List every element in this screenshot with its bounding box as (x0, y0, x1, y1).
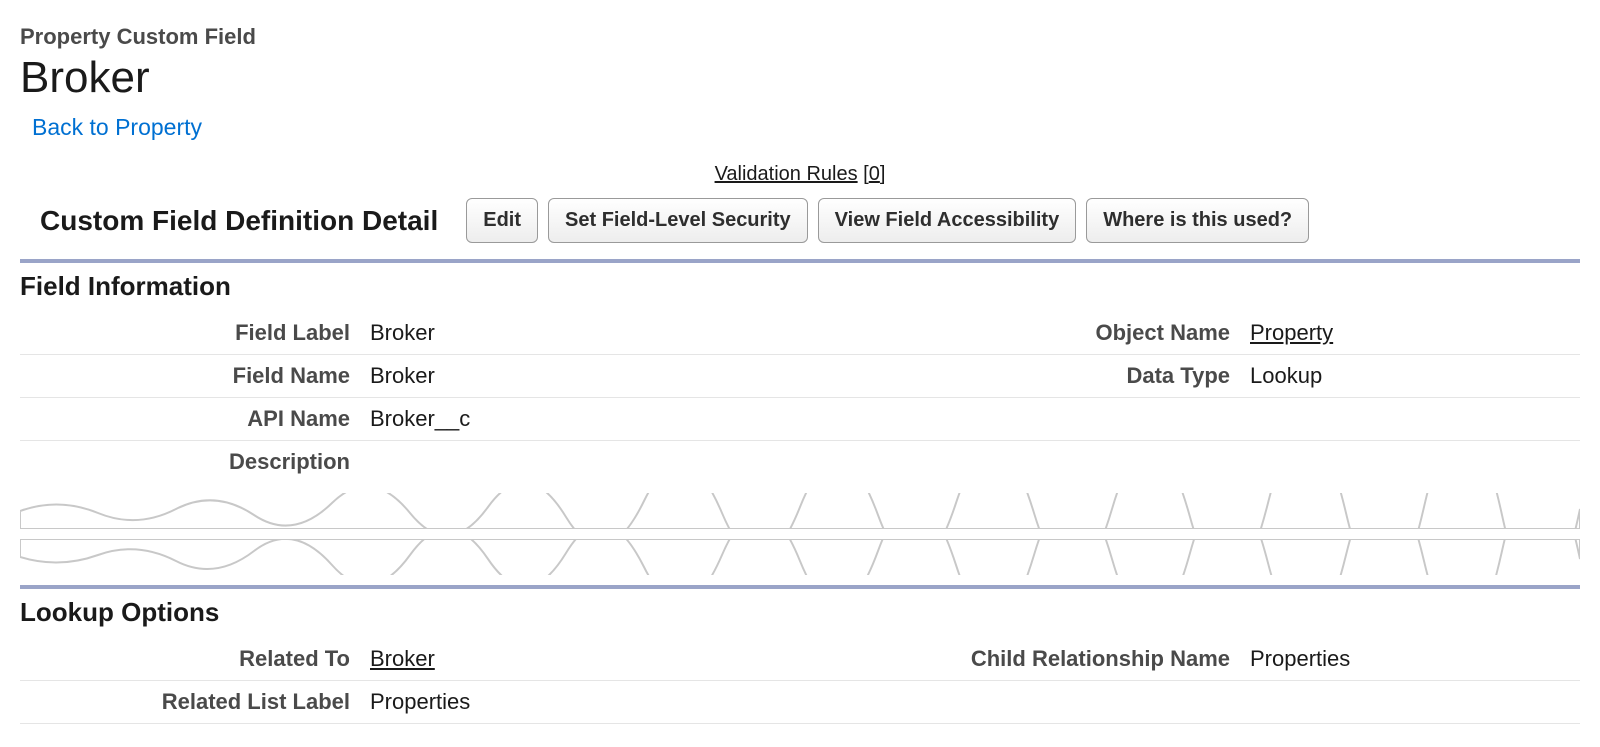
description-value (360, 441, 920, 484)
api-name-value: Broker__c (360, 398, 920, 441)
torn-edge-icon (20, 493, 1580, 529)
back-to-property-link[interactable]: Back to Property (32, 114, 202, 141)
table-row: Related List Label Properties (20, 681, 1580, 724)
page-title: Broker (20, 54, 1580, 102)
lookup-options-table: Related To Broker Child Relationship Nam… (20, 638, 1580, 724)
where-is-this-used-button[interactable]: Where is this used? (1086, 198, 1309, 243)
field-name-value: Broker (360, 355, 920, 398)
set-field-level-security-button[interactable]: Set Field-Level Security (548, 198, 808, 243)
table-row: Field Label Broker Object Name Property (20, 312, 1580, 355)
related-to-label: Related To (20, 638, 360, 681)
validation-rules-row: Validation Rules [0] (20, 163, 1580, 186)
table-row: API Name Broker__c (20, 398, 1580, 441)
data-type-label: Data Type (920, 355, 1240, 398)
torn-paper-gap (20, 489, 1580, 579)
validation-rules-link[interactable]: Validation Rules (715, 163, 858, 185)
section-divider (20, 259, 1580, 263)
table-row: Related To Broker Child Relationship Nam… (20, 638, 1580, 681)
field-label-value: Broker (360, 312, 920, 355)
related-to-link[interactable]: Broker (370, 646, 435, 671)
field-information-table: Field Label Broker Object Name Property … (20, 312, 1580, 483)
object-name-link[interactable]: Property (1250, 320, 1333, 345)
section-divider (20, 585, 1580, 589)
page-subtitle: Property Custom Field (20, 24, 1580, 50)
table-row: Field Name Broker Data Type Lookup (20, 355, 1580, 398)
child-relationship-name-value: Properties (1240, 638, 1580, 681)
data-type-value: Lookup (1240, 355, 1580, 398)
edit-button[interactable]: Edit (466, 198, 538, 243)
validation-rules-count: 0 (869, 163, 880, 185)
api-name-label: API Name (20, 398, 360, 441)
detail-heading: Custom Field Definition Detail (40, 205, 438, 237)
view-field-accessibility-button[interactable]: View Field Accessibility (818, 198, 1077, 243)
table-row: Description (20, 441, 1580, 484)
field-label-label: Field Label (20, 312, 360, 355)
field-information-heading: Field Information (20, 271, 1580, 302)
related-list-label-label: Related List Label (20, 681, 360, 724)
child-relationship-name-label: Child Relationship Name (920, 638, 1240, 681)
detail-button-row: Edit Set Field-Level Security View Field… (466, 198, 1309, 243)
lookup-options-heading: Lookup Options (20, 597, 1580, 628)
description-label: Description (20, 441, 360, 484)
torn-edge-icon (20, 539, 1580, 575)
field-name-label: Field Name (20, 355, 360, 398)
object-name-label: Object Name (920, 312, 1240, 355)
related-list-label-value: Properties (360, 681, 920, 724)
